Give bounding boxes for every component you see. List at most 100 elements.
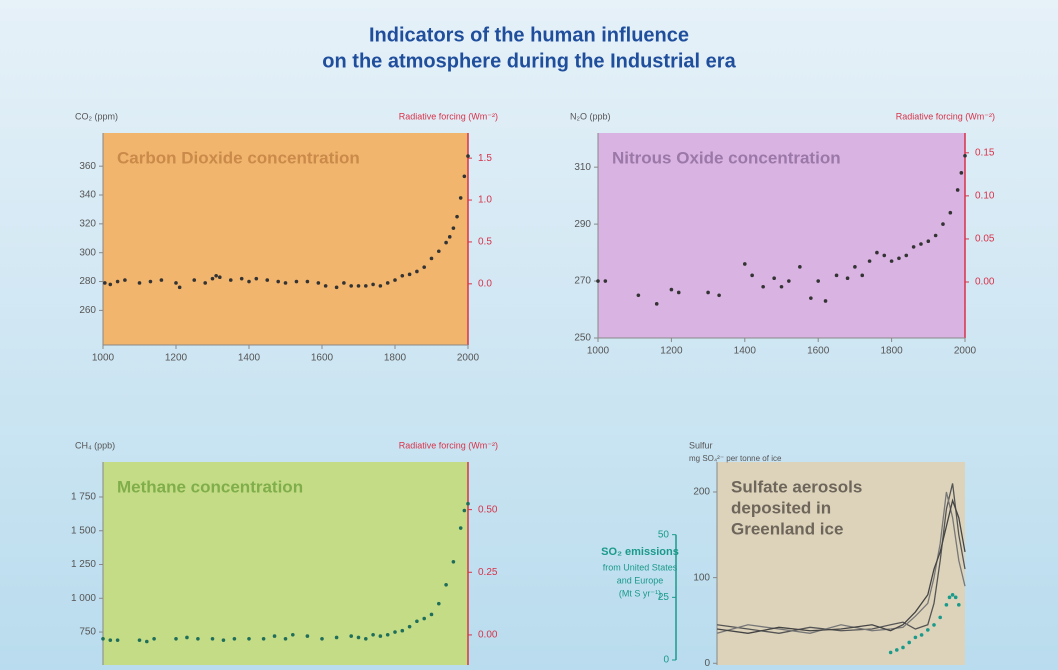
line — [716, 491, 966, 634]
so2-point — [957, 603, 961, 607]
point — [221, 638, 226, 642]
x-tick-label: 1000 — [92, 353, 115, 364]
x-tick-label: 2000 — [457, 353, 480, 364]
y2-tick-label: 1.5 — [478, 153, 492, 164]
point — [174, 281, 178, 285]
point — [393, 630, 397, 634]
y-tick-label: 320 — [79, 218, 96, 229]
point — [371, 282, 375, 287]
point — [717, 293, 721, 298]
point — [123, 278, 127, 282]
point — [174, 636, 178, 641]
point — [159, 278, 164, 282]
y2-tick-label: 0.50 — [478, 504, 498, 515]
point — [247, 636, 251, 641]
x-tick-label: 1400 — [238, 353, 261, 364]
point — [228, 278, 233, 282]
point — [429, 612, 434, 617]
point — [385, 632, 390, 637]
y-axis-sublabel: mg SO₄²⁻ per tonne of ice — [689, 454, 782, 463]
point — [437, 601, 441, 606]
point — [305, 279, 310, 284]
point — [466, 501, 470, 506]
y2-tick-label: 0.25 — [478, 567, 498, 578]
so2-point — [950, 593, 955, 597]
point — [152, 636, 156, 641]
point — [422, 265, 427, 269]
point — [247, 279, 251, 284]
point — [853, 265, 857, 269]
point — [232, 636, 237, 641]
y-tick-label: 100 — [693, 572, 710, 583]
point — [320, 636, 324, 641]
page-title: on the atmosphere during the Industrial … — [322, 50, 736, 72]
point — [261, 636, 266, 641]
point — [458, 526, 463, 530]
y2-tick-label: 0.0 — [478, 278, 492, 289]
point — [291, 632, 295, 637]
y2-axis-sublabel: from United States — [603, 562, 678, 572]
point — [283, 281, 288, 285]
point — [415, 269, 419, 274]
point — [103, 281, 107, 285]
x-tick-label: 1400 — [734, 346, 757, 357]
line — [716, 498, 966, 634]
point — [750, 273, 754, 278]
point — [137, 281, 142, 285]
point — [378, 634, 383, 638]
y2-tick-label: 0.00 — [975, 277, 995, 288]
point — [889, 259, 894, 263]
so2-point — [901, 645, 905, 650]
y2-tick-label: 0.15 — [975, 147, 995, 158]
y-tick-label: 0 — [704, 658, 710, 669]
y2-tick-label: 25 — [658, 592, 670, 603]
x-tick-label: 1800 — [880, 346, 903, 357]
point — [669, 287, 674, 292]
point — [334, 285, 339, 290]
y-axis-label: CO₂ (ppm) — [75, 111, 118, 121]
point — [145, 639, 149, 644]
so2-point — [947, 595, 952, 600]
point — [371, 632, 375, 637]
point — [919, 242, 923, 246]
point — [196, 636, 200, 641]
point — [761, 284, 765, 289]
y-tick-label: 280 — [79, 276, 96, 287]
point — [798, 265, 802, 269]
so2-point — [944, 603, 949, 607]
so2-point — [932, 623, 936, 627]
point — [676, 290, 681, 295]
panel-title: deposited in — [731, 498, 831, 517]
point — [779, 284, 784, 289]
panel-title: Sulfate aerosols — [731, 477, 862, 496]
point — [316, 281, 321, 285]
point — [393, 278, 397, 282]
point — [378, 284, 383, 288]
point — [272, 634, 277, 638]
point — [959, 171, 964, 175]
point — [400, 628, 405, 633]
point — [897, 256, 901, 261]
y-tick-label: 310 — [574, 162, 591, 173]
so2-point — [938, 615, 942, 620]
point — [415, 619, 419, 624]
y-tick-label: 1 500 — [71, 525, 96, 536]
panel-title: Nitrous Oxide concentration — [612, 148, 841, 167]
x-tick-label: 1200 — [165, 353, 188, 364]
point — [933, 233, 938, 238]
y2-axis-label: Radiative forcing (Wm⁻²) — [896, 111, 995, 121]
y2-axis-label: Radiative forcing (Wm⁻²) — [399, 111, 498, 121]
point — [437, 249, 441, 254]
point — [941, 222, 945, 226]
point — [185, 635, 189, 640]
y-axis-label: CH₄ (ppb) — [75, 440, 115, 450]
point — [148, 279, 153, 284]
point — [349, 634, 354, 638]
y-tick-label: 200 — [693, 487, 710, 498]
y-tick-label: 1 000 — [71, 593, 96, 604]
so2-point — [913, 635, 918, 640]
point — [407, 272, 412, 277]
so2-point — [888, 650, 893, 655]
y-tick-label: 260 — [79, 305, 96, 316]
